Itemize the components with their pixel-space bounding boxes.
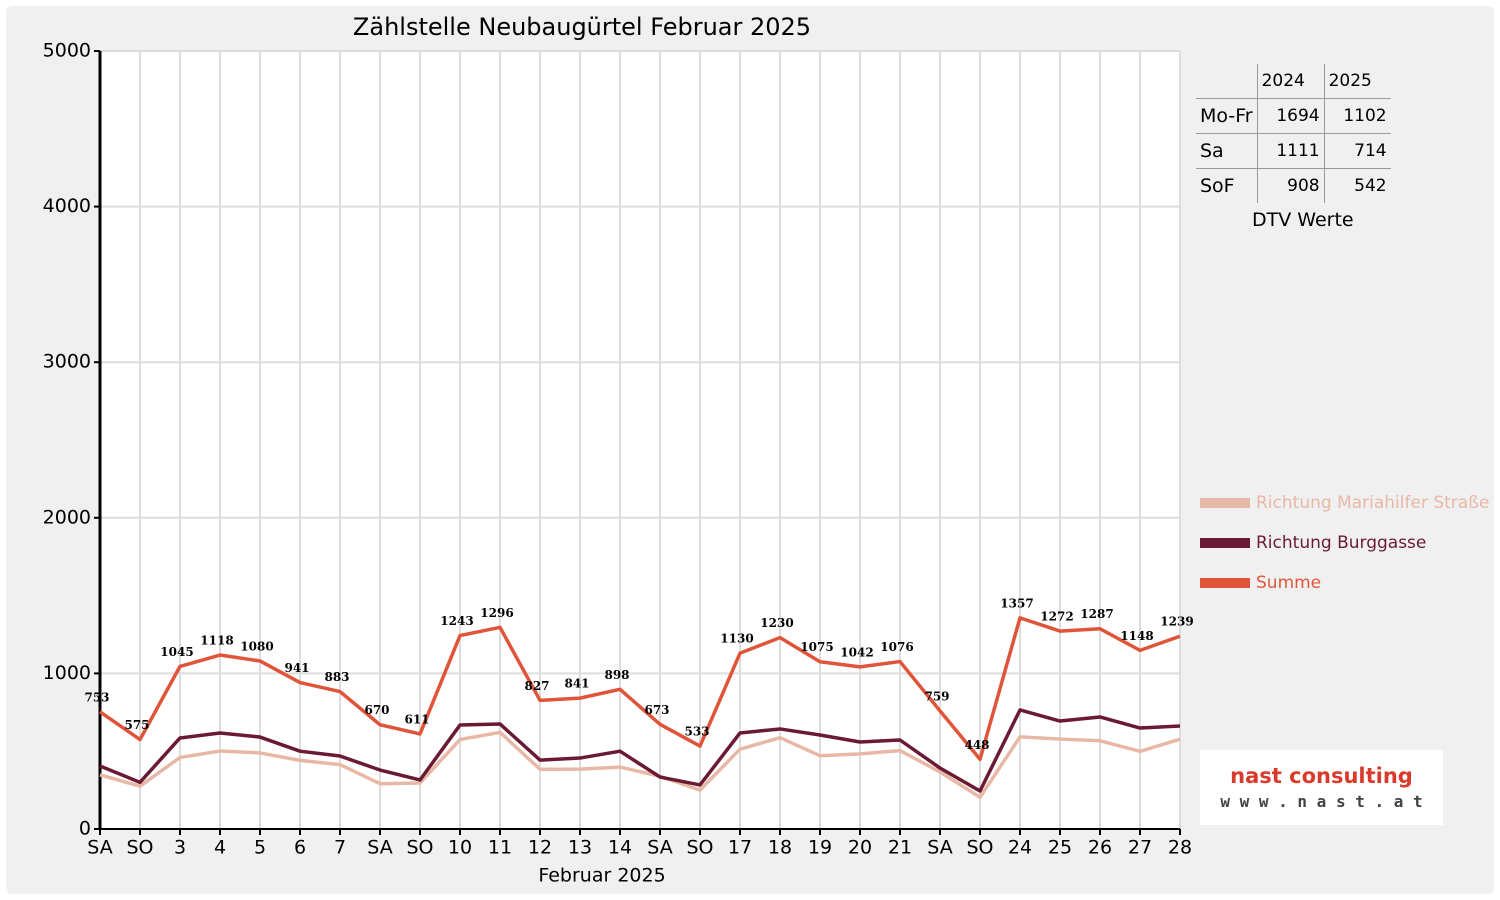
cell: 542: [1323, 168, 1391, 203]
logo-name: nast consulting: [1230, 764, 1413, 788]
y-tick-label: 3000: [43, 351, 91, 373]
y-tick-label: 5000: [43, 40, 91, 62]
legend-label: Richtung Mariahilfer Straße: [1256, 493, 1490, 513]
x-tick-label: 27: [1128, 837, 1152, 859]
row-label: Mo-Fr: [1196, 98, 1258, 134]
value-label: 670: [364, 703, 389, 717]
cell: 1102: [1323, 98, 1391, 134]
x-tick-label: 3: [174, 837, 186, 859]
value-label: 1243: [440, 614, 473, 628]
series-line: [99, 616, 1181, 762]
value-label: 611: [404, 712, 429, 726]
x-tick-label: 4: [214, 837, 226, 859]
x-tick-label: SA: [367, 837, 392, 859]
value-label: 533: [684, 725, 709, 739]
value-label: 1357: [1000, 596, 1033, 610]
x-axis-label: Februar 2025: [538, 865, 665, 887]
cell: 1111: [1256, 133, 1325, 169]
x-tick-label: 25: [1048, 837, 1072, 859]
legend-entry: Summe: [1200, 573, 1321, 593]
logo: nast consulting w w w . n a s t . a t: [1200, 750, 1443, 825]
x-tick-label: 12: [528, 837, 552, 859]
table-caption: DTV Werte: [1252, 209, 1354, 231]
x-tick-label: 10: [448, 837, 472, 859]
value-label: 898: [604, 668, 629, 682]
dtv-table: 2024 2025 Mo-Fr 1694 1102 Sa 1111 714 SoF 908 5…: [1196, 64, 1391, 203]
value-label: 1230: [760, 616, 793, 630]
x-tick-label: 7: [334, 837, 346, 859]
x-tick-label: 14: [608, 837, 632, 859]
value-label: 759: [924, 689, 949, 703]
cell: 714: [1323, 133, 1391, 169]
value-label: 1118: [200, 634, 233, 648]
x-tick-label: SO: [686, 837, 713, 859]
x-tick-label: SO: [966, 837, 993, 859]
value-label: 1076: [880, 640, 913, 654]
cell: 908: [1256, 168, 1325, 203]
value-label: 1296: [480, 606, 513, 620]
row-label: Sa: [1196, 133, 1258, 169]
value-label: 941: [284, 661, 309, 675]
value-label: 753: [84, 690, 109, 704]
value-label: 1042: [840, 645, 873, 659]
x-tick-label: 18: [768, 837, 792, 859]
legend-swatch: [1200, 578, 1250, 588]
value-label: 1045: [160, 645, 193, 659]
value-label: 1080: [240, 639, 273, 653]
value-label: 575: [124, 718, 149, 732]
y-tick-label: 2000: [43, 506, 91, 528]
x-tick-label: 6: [294, 837, 306, 859]
value-label: 673: [644, 703, 669, 717]
cell: 1694: [1256, 98, 1325, 134]
series-line: [99, 730, 1181, 800]
x-tick-label: 24: [1008, 837, 1032, 859]
value-label: 883: [324, 670, 349, 684]
x-tick-label: 17: [728, 837, 752, 859]
y-tick-label: 4000: [43, 195, 91, 217]
x-tick-label: SO: [406, 837, 433, 859]
x-tick-label: SA: [647, 837, 672, 859]
x-tick-label: 11: [488, 837, 512, 859]
x-tick-label: 19: [808, 837, 832, 859]
value-label: 1130: [720, 632, 753, 646]
legend-entry: Richtung Burggasse: [1200, 533, 1426, 553]
legend-swatch: [1200, 538, 1250, 548]
value-label: 1287: [1080, 607, 1113, 621]
series-line: [99, 708, 1181, 793]
legend-label: Richtung Burggasse: [1256, 533, 1427, 553]
value-label: 1272: [1040, 610, 1073, 624]
table-header: 2025: [1323, 64, 1391, 99]
plot-area: [100, 51, 1180, 829]
value-label: 1239: [1160, 615, 1193, 629]
legend-label: Summe: [1256, 573, 1322, 593]
x-tick-label: 13: [568, 837, 592, 859]
legend-swatch: [1200, 498, 1250, 508]
x-tick-label: 21: [888, 837, 912, 859]
chart-title: Zählstelle Neubaugürtel Februar 2025: [353, 13, 811, 41]
value-label: 1148: [1120, 629, 1153, 643]
legend-entry: Richtung Mariahilfer Straße: [1200, 493, 1489, 513]
x-tick-label: 26: [1088, 837, 1112, 859]
y-tick-label: 0: [79, 818, 91, 840]
y-tick-label: 1000: [43, 662, 91, 684]
value-label: 448: [964, 738, 989, 752]
value-label: 1075: [800, 640, 833, 654]
x-tick-label: 28: [1168, 837, 1192, 859]
x-tick-label: SA: [927, 837, 952, 859]
x-tick-label: 5: [254, 837, 266, 859]
logo-url: w w w . n a s t . a t: [1220, 792, 1423, 811]
table-header: 2024: [1256, 64, 1325, 99]
x-tick-label: 20: [848, 837, 872, 859]
value-label: 827: [524, 679, 549, 693]
value-label: 841: [564, 677, 589, 691]
x-tick-label: SO: [126, 837, 153, 859]
x-tick-label: SA: [87, 837, 112, 859]
row-label: SoF: [1196, 168, 1258, 203]
